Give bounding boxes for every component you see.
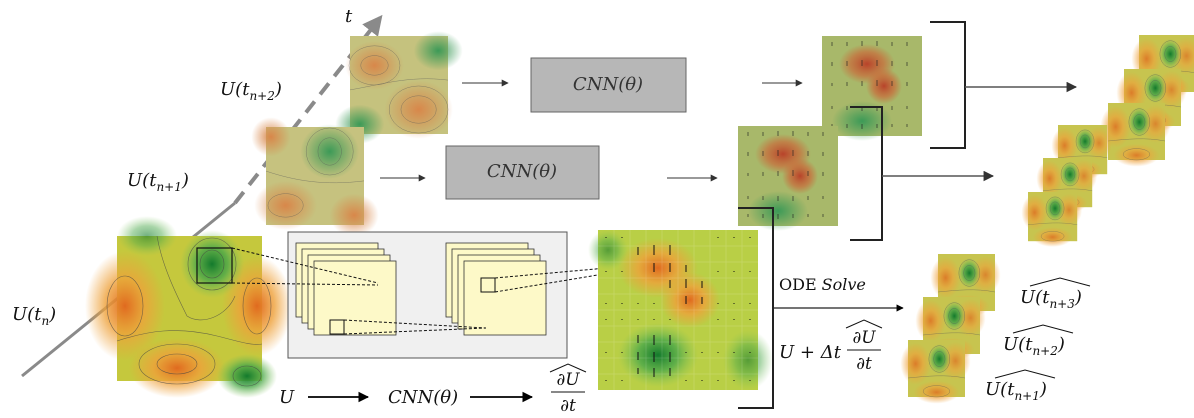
svg-text:∂U: ∂U	[556, 370, 580, 390]
snapshot-tn2	[335, 30, 463, 145]
svg-text:CNN(θ): CNN(θ)	[573, 74, 643, 95]
svg-text:∂U: ∂U	[852, 328, 876, 348]
output-stack-middle	[1021, 124, 1113, 248]
bottom-pipeline: U CNN(θ) ∂U ∂t	[279, 363, 587, 416]
svg-text:U + Δt: U + Δt	[779, 342, 842, 363]
svg-text:CNN(θ): CNN(θ)	[487, 161, 557, 182]
ode-brackets-upper	[850, 21, 966, 241]
label-u-tn1: U(tn+1)	[127, 170, 189, 194]
svg-text:U(tn+2): U(tn+2)	[1003, 334, 1065, 358]
snapshot-tn1	[251, 116, 379, 238]
svg-text:U(tn+3): U(tn+3)	[1020, 287, 1082, 311]
derivative-heatmap	[587, 229, 774, 391]
label-u-tn: U(tn)	[12, 304, 56, 328]
svg-text:U: U	[279, 387, 295, 408]
svg-text:∂t: ∂t	[560, 396, 576, 416]
ode-solve-label: ODE Solve	[779, 275, 866, 294]
label-u-tn2: U(tn+2)	[220, 79, 282, 103]
label-u-hat-tn1: U(tn+1)	[985, 369, 1056, 403]
snapshot-tn	[84, 215, 293, 399]
label-u-hat-tn3: U(tn+3)	[1020, 277, 1091, 311]
time-axis-label: t	[345, 6, 353, 27]
update-formula: U + Δt ∂U ∂t	[779, 319, 883, 374]
cnn-box-middle: CNN(θ)	[445, 145, 600, 200]
derivative-tn2	[821, 35, 923, 142]
svg-text:CNN(θ): CNN(θ)	[388, 387, 458, 408]
derivative-tn1	[737, 125, 839, 232]
svg-text:U(tn+1): U(tn+1)	[985, 379, 1047, 403]
svg-text:∂t: ∂t	[856, 354, 872, 374]
output-stack-top	[1100, 34, 1194, 167]
label-u-hat-tn2: U(tn+2)	[1003, 324, 1074, 358]
cnn-box-top: CNN(θ)	[530, 57, 687, 113]
conv-layers-panel	[231, 231, 641, 359]
